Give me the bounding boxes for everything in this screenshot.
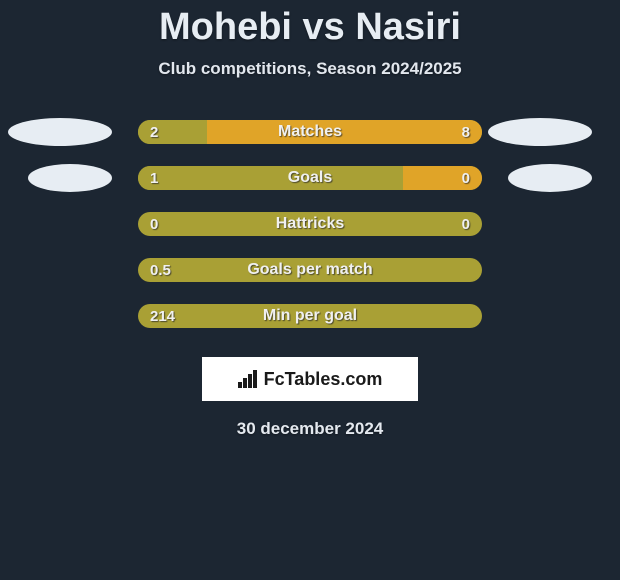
stat-left-value: 0.5 bbox=[150, 262, 171, 279]
brand-text: FcTables.com bbox=[238, 369, 383, 390]
player2-marker-icon bbox=[508, 164, 592, 192]
bar-track: 0.5 Goals per match bbox=[138, 258, 482, 282]
stat-label: Matches bbox=[278, 123, 342, 141]
bar-left-segment bbox=[138, 166, 403, 190]
stat-row-goals-per-match: 0.5 Goals per match bbox=[0, 247, 620, 293]
comparison-chart: 2 Matches 8 1 Goals 0 0 Hattricks 0 0.5 bbox=[0, 109, 620, 339]
stat-row-min-per-goal: 214 Min per goal bbox=[0, 293, 620, 339]
page-title: Mohebi vs Nasiri bbox=[0, 0, 620, 49]
player1-marker-icon bbox=[28, 164, 112, 192]
stat-row-matches: 2 Matches 8 bbox=[0, 109, 620, 155]
subtitle: Club competitions, Season 2024/2025 bbox=[0, 59, 620, 79]
stat-label: Goals bbox=[288, 169, 332, 187]
stat-right-value: 0 bbox=[462, 170, 470, 187]
brand-label: FcTables.com bbox=[264, 369, 383, 390]
bar-track: 1 Goals 0 bbox=[138, 166, 482, 190]
stat-label: Min per goal bbox=[263, 307, 357, 325]
bar-right-segment bbox=[207, 120, 482, 144]
bar-track: 2 Matches 8 bbox=[138, 120, 482, 144]
bar-chart-icon bbox=[238, 370, 260, 388]
bar-right-segment bbox=[403, 166, 482, 190]
bar-track: 214 Min per goal bbox=[138, 304, 482, 328]
stat-label: Goals per match bbox=[247, 261, 372, 279]
stat-row-goals: 1 Goals 0 bbox=[0, 155, 620, 201]
bar-track: 0 Hattricks 0 bbox=[138, 212, 482, 236]
stat-right-value: 0 bbox=[462, 216, 470, 233]
stat-label: Hattricks bbox=[276, 215, 344, 233]
stat-left-value: 0 bbox=[150, 216, 158, 233]
stat-right-value: 8 bbox=[462, 124, 470, 141]
date-line: 30 december 2024 bbox=[0, 419, 620, 439]
bar-left-segment bbox=[138, 120, 207, 144]
player2-marker-icon bbox=[488, 118, 592, 146]
stat-left-value: 2 bbox=[150, 124, 158, 141]
brand-badge: FcTables.com bbox=[202, 357, 418, 401]
stat-left-value: 1 bbox=[150, 170, 158, 187]
stat-row-hattricks: 0 Hattricks 0 bbox=[0, 201, 620, 247]
player1-marker-icon bbox=[8, 118, 112, 146]
stat-left-value: 214 bbox=[150, 308, 175, 325]
